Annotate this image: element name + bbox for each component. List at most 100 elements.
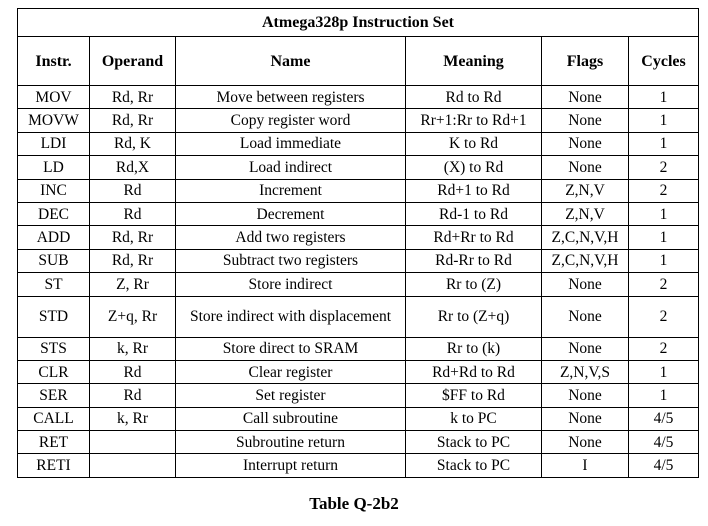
cell-cycles: 2	[628, 336, 699, 361]
cell-instr: LD	[17, 155, 90, 180]
cell-flags: None	[541, 272, 629, 297]
cell-instr: RET	[17, 430, 90, 455]
cell-cycles: 2	[628, 272, 699, 297]
cell-operand: Rd, Rr	[89, 225, 176, 250]
table-row: STD Z+q, Rr Store indirect with displaceme…	[17, 295, 699, 338]
header-meaning: Meaning	[405, 36, 542, 86]
cell-name: Add two registers	[175, 225, 406, 250]
cell-meaning: Rd+1 to Rd	[405, 178, 542, 203]
header-cycles: Cycles	[628, 36, 699, 86]
table-row: ADD Rd, Rr Add two registers Rd+Rr to Rd Z,C…	[17, 225, 699, 250]
cell-operand: Rd	[89, 201, 176, 227]
cell-name: Store direct to SRAM	[175, 336, 406, 361]
table-body: MOV Rd, Rr Move between registers Rd to Rd N…	[17, 84, 699, 478]
table-row: RETI Interrupt return Stack to PC I 4/5	[17, 453, 699, 478]
cell-instr: STD	[17, 295, 90, 338]
cell-meaning: K to Rd	[405, 131, 542, 157]
cell-cycles: 1	[628, 201, 699, 227]
cell-flags: None	[541, 430, 629, 455]
cell-meaning: k to PC	[405, 406, 542, 432]
cell-cycles: 1	[628, 359, 699, 385]
table-row: ST Z, Rr Store indirect Rr to (Z) None 2	[17, 272, 699, 297]
instruction-set-table: Atmega328p Instruction Set Instr. Operand…	[17, 8, 699, 478]
cell-operand: Z, Rr	[89, 272, 176, 297]
cell-cycles: 1	[628, 248, 699, 274]
cell-instr: CALL	[17, 406, 90, 432]
cell-cycles: 4/5	[628, 406, 699, 432]
table-title-row: Atmega328p Instruction Set	[17, 8, 699, 37]
cell-name: Load immediate	[175, 131, 406, 157]
cell-cycles: 4/5	[628, 430, 699, 455]
cell-name: Decrement	[175, 201, 406, 227]
cell-operand	[89, 453, 176, 478]
header-name: Name	[175, 36, 406, 86]
cell-name: Increment	[175, 178, 406, 203]
cell-cycles: 4/5	[628, 453, 699, 478]
cell-meaning: Rr to (Z)	[405, 272, 542, 297]
cell-operand: k, Rr	[89, 336, 176, 361]
cell-name: Set register	[175, 383, 406, 408]
cell-operand: Rd, Rr	[89, 108, 176, 133]
cell-name: Copy register word	[175, 108, 406, 133]
cell-flags: None	[541, 383, 629, 408]
table-header-row: Instr. Operand Name Meaning Flags Cycles	[17, 36, 699, 86]
cell-name: Interrupt return	[175, 453, 406, 478]
cell-instr: MOVW	[17, 108, 90, 133]
cell-name: Call subroutine	[175, 406, 406, 432]
cell-meaning: Rd-1 to Rd	[405, 201, 542, 227]
cell-cycles: 2	[628, 178, 699, 203]
cell-flags: None	[541, 295, 629, 338]
cell-name: Subtract two registers	[175, 248, 406, 274]
cell-instr: ADD	[17, 225, 90, 250]
cell-cycles: 1	[628, 108, 699, 133]
cell-operand: Rd, K	[89, 131, 176, 157]
cell-name: Store indirect with displacement	[175, 295, 406, 338]
cell-name: Subroutine return	[175, 430, 406, 455]
cell-flags: None	[541, 84, 629, 110]
cell-flags: Z,N,V,S	[541, 359, 629, 385]
header-flags: Flags	[541, 36, 629, 86]
cell-instr: CLR	[17, 359, 90, 385]
cell-flags: None	[541, 155, 629, 180]
cell-meaning: Stack to PC	[405, 453, 542, 478]
cell-meaning: Rd+Rr to Rd	[405, 225, 542, 250]
cell-name: Load indirect	[175, 155, 406, 180]
cell-instr: SUB	[17, 248, 90, 274]
table-row: SUB Rd, Rr Subtract two registers Rd-Rr to …	[17, 248, 699, 274]
cell-flags: None	[541, 336, 629, 361]
cell-instr: MOV	[17, 84, 90, 110]
cell-operand: Rd, Rr	[89, 248, 176, 274]
cell-flags: None	[541, 131, 629, 157]
table-row: RET Subroutine return Stack to PC None 4/5	[17, 430, 699, 455]
cell-name: Move between registers	[175, 84, 406, 110]
table-row: LDI Rd, K Load immediate K to Rd None 1	[17, 131, 699, 157]
cell-meaning: $FF to Rd	[405, 383, 542, 408]
cell-name: Clear register	[175, 359, 406, 385]
cell-name: Store indirect	[175, 272, 406, 297]
cell-cycles: 1	[628, 383, 699, 408]
cell-flags: Z,N,V	[541, 201, 629, 227]
cell-flags: None	[541, 406, 629, 432]
table-row: DEC Rd Decrement Rd-1 to Rd Z,N,V 1	[17, 201, 699, 227]
cell-instr: RETI	[17, 453, 90, 478]
table-row: LD Rd,X Load indirect (X) to Rd None 2	[17, 155, 699, 180]
cell-operand	[89, 430, 176, 455]
cell-meaning: Rd to Rd	[405, 84, 542, 110]
cell-flags: Z,C,N,V,H	[541, 225, 629, 250]
cell-cycles: 2	[628, 295, 699, 338]
cell-operand: Rd	[89, 178, 176, 203]
cell-meaning: (X) to Rd	[405, 155, 542, 180]
cell-meaning: Rd+Rd to Rd	[405, 359, 542, 385]
table-row: CALL k, Rr Call subroutine k to PC None 4/5	[17, 406, 699, 432]
cell-instr: STS	[17, 336, 90, 361]
cell-meaning: Rd-Rr to Rd	[405, 248, 542, 274]
cell-instr: ST	[17, 272, 90, 297]
cell-operand: Rd, Rr	[89, 84, 176, 110]
cell-meaning: Stack to PC	[405, 430, 542, 455]
table-row: MOVW Rd, Rr Copy register word Rr+1:Rr to R…	[17, 108, 699, 133]
cell-flags: I	[541, 453, 629, 478]
table-row: CLR Rd Clear register Rd+Rd to Rd Z,N,V,S 1	[17, 359, 699, 385]
cell-meaning: Rr to (Z+q)	[405, 295, 542, 338]
table-row: MOV Rd, Rr Move between registers Rd to Rd N…	[17, 84, 699, 110]
cell-cycles: 1	[628, 131, 699, 157]
